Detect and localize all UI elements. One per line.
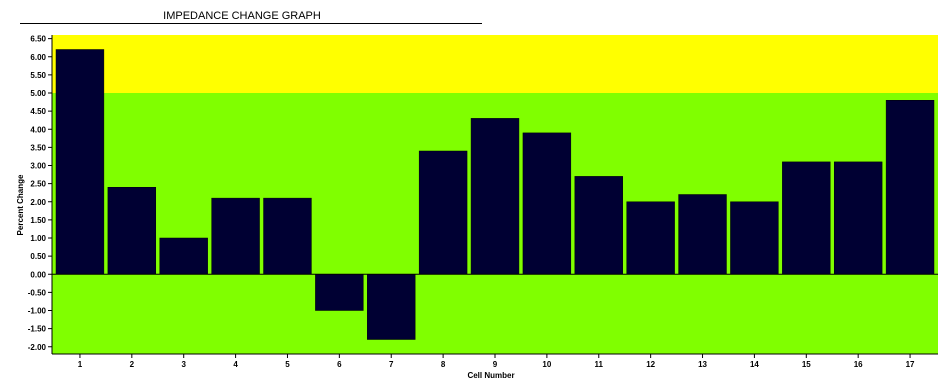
x-tick-label: 2 [130,360,135,369]
x-axis-label: Cell Number [467,371,514,380]
y-axis-label: Percent Change [16,174,25,235]
y-tick-label: 1.50 [30,216,46,225]
bar-cell-7 [367,274,416,340]
y-tick-label: 1.00 [30,234,46,243]
y-tick-label: -1.00 [28,307,47,316]
x-tick-label: 12 [646,360,655,369]
bar-cell-17 [885,100,935,275]
y-tick-label: 4.50 [30,107,46,116]
y-tick-label: 4.00 [30,125,46,134]
y-tick-label: -1.50 [28,325,47,334]
y-tick-label: 3.00 [30,162,46,171]
bar-cell-5 [263,197,312,275]
bar-cell-14 [730,201,779,275]
x-tick-label: 15 [802,360,811,369]
bar-cell-6 [315,274,364,311]
x-tick-label: 4 [233,360,238,369]
bar-cell-2 [107,187,157,275]
y-tick-label: 5.50 [30,71,46,80]
x-tick-label: 13 [698,360,707,369]
y-tick-label: 0.00 [30,270,46,279]
y-tick-label: -2.00 [28,343,47,352]
y-tick-label: 5.00 [30,89,46,98]
y-tick-label: 6.00 [30,53,46,62]
x-tick-label: 14 [750,360,759,369]
x-tick-label: 1 [78,360,83,369]
chart-title: IMPEDANCE CHANGE GRAPH [163,10,321,22]
x-tick-label: 9 [493,360,498,369]
bar-cell-15 [782,161,831,275]
x-tick-label: 7 [389,360,394,369]
bar-cell-13 [678,194,727,275]
y-tick-label: 6.50 [30,35,46,44]
bar-cell-12 [626,201,675,275]
x-tick-label: 10 [542,360,551,369]
title-underline [20,23,482,24]
x-tick-label: 8 [441,360,446,369]
x-tick-label: 17 [906,360,915,369]
x-tick-label: 11 [595,360,604,369]
x-tick-label: 6 [337,360,342,369]
axes [48,35,938,358]
y-tick-label: -0.50 [28,288,47,297]
bar-cell-1 [55,49,105,275]
x-tick-label: 5 [285,360,290,369]
bar-cell-9 [470,118,520,275]
bar-cell-4 [211,197,260,275]
bar-series [55,49,935,340]
x-tick-label: 3 [181,360,186,369]
bar-cell-16 [833,161,883,275]
y-tick-label: 2.00 [30,198,46,207]
y-tick-label: 0.50 [30,252,46,261]
y-tick-label: 3.50 [30,143,46,152]
bar-cell-3 [159,237,208,275]
y-tick-labels: 6.50 6.00 5.50 5.00 4.50 4.00 3.50 3.00 2.50 2.00… [28,35,47,352]
y-tick-label: 2.50 [30,180,46,189]
x-tick-labels: 1 2 3 4 5 6 7 8 9 10 11 12 13 14 15 16 17 [78,360,915,369]
x-tick-label: 16 [854,360,863,369]
bar-cell-10 [522,132,572,275]
zone-band-1 [52,35,938,93]
bar-cell-8 [418,150,468,275]
bar-cell-11 [574,176,623,275]
